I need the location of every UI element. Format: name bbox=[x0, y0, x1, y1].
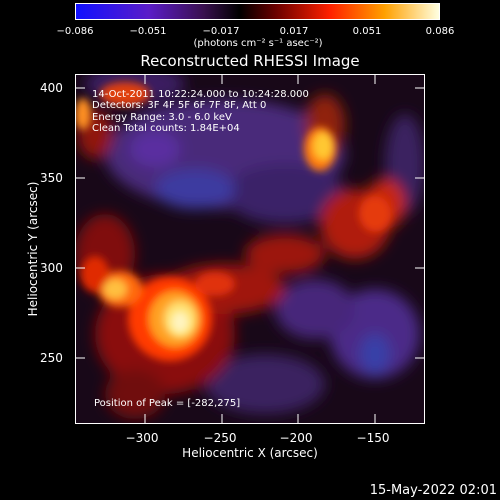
x-tick-label: −200 bbox=[279, 431, 313, 445]
rhessi-image bbox=[75, 74, 425, 424]
plot-title: Reconstructed RHESSI Image bbox=[140, 52, 360, 70]
y-axis-label: Heliocentric Y (arcsec) bbox=[26, 181, 40, 317]
colorbar-unit-label: (photons cm⁻² s⁻¹ asec⁻²) bbox=[193, 38, 323, 49]
colorbar-tick: 0.051 bbox=[352, 26, 382, 37]
colorbar-tick: −0.051 bbox=[129, 26, 167, 37]
x-tick-label: −300 bbox=[125, 431, 159, 445]
info-detectors: Detectors: 3F 4F 5F 6F 7F 8F, Att 0 bbox=[92, 100, 267, 111]
x-tick-label: −250 bbox=[203, 431, 237, 445]
y-tick-label: 400 bbox=[40, 81, 63, 95]
x-tick-label: −150 bbox=[356, 431, 390, 445]
info-energy-range: Energy Range: 3.0 - 6.0 keV bbox=[92, 112, 232, 123]
timestamp: 15-May-2022 02:01 bbox=[369, 483, 497, 498]
colorbar bbox=[75, 3, 440, 20]
y-tick-label: 300 bbox=[40, 261, 63, 275]
x-axis-label: Heliocentric X (arcsec) bbox=[182, 446, 318, 460]
colorbar-tick: 0.017 bbox=[279, 26, 309, 37]
info-clean-counts: Clean Total counts: 1.84E+04 bbox=[92, 123, 240, 134]
colorbar-tick: −0.086 bbox=[56, 26, 94, 37]
info-peak-position: Position of Peak = [-282,275] bbox=[94, 398, 241, 409]
y-tick-label: 250 bbox=[40, 351, 63, 365]
info-time-range: 14-Oct-2011 10:22:24.000 to 10:24:28.000 bbox=[92, 89, 309, 100]
colorbar-tick: −0.017 bbox=[202, 26, 240, 37]
y-tick-label: 350 bbox=[40, 171, 63, 185]
colorbar-tick: 0.086 bbox=[425, 26, 455, 37]
